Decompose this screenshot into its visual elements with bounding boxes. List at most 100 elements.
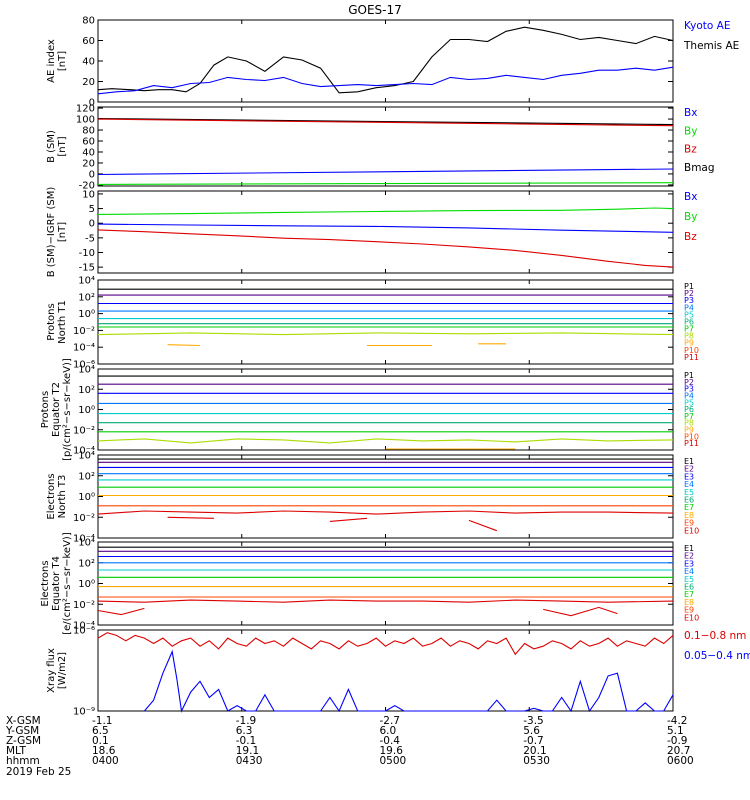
legend-label: P7	[684, 325, 694, 334]
y-tick-label: 100	[76, 115, 95, 126]
series-line	[97, 223, 674, 233]
legend-label: P10	[684, 432, 699, 441]
y-tick-label: 10⁻²	[73, 513, 95, 524]
legend-label: E1	[684, 457, 694, 466]
footer-value: 20.7	[667, 745, 691, 757]
legend-label: E1	[684, 544, 694, 553]
legend-label: P9	[684, 339, 694, 348]
y-tick-label: 10⁻²	[73, 425, 95, 436]
y-axis-label: [nT]	[57, 51, 68, 71]
series-line	[97, 599, 674, 603]
legend-label: E7	[684, 503, 694, 512]
footer-value: -1.9	[235, 715, 257, 727]
y-tick-label: 10²	[78, 471, 95, 482]
legend-label: By	[684, 211, 697, 223]
series-line	[97, 607, 145, 616]
y-axis-label: Equator T2	[51, 382, 62, 437]
series-line	[97, 332, 674, 336]
series-line	[97, 118, 674, 127]
y-tick-label: 10²	[78, 558, 95, 569]
legend-label: E10	[684, 613, 699, 622]
y-tick-label: 20	[82, 77, 95, 88]
legend-label: P6	[684, 317, 694, 326]
y-tick-label: 10⁰	[78, 309, 95, 320]
panel-4: 10⁻⁶ 10⁻⁴ 10⁻² 10⁰ 10² 10⁴ Protons North T1 P1P2…	[46, 276, 699, 371]
legend-label: P11	[684, 439, 699, 448]
y-tick-label: 0	[89, 98, 95, 109]
legend-label: P6	[684, 405, 694, 414]
y-axis-label: B (SM)	[46, 130, 57, 163]
y-tick-label: 0	[89, 219, 95, 230]
y-tick-label: 40	[82, 147, 95, 158]
legend-label: E5	[684, 575, 694, 584]
y-tick-label: -5	[85, 233, 95, 244]
y-axis-label: North T3	[57, 475, 68, 519]
legend-label: P2	[684, 289, 694, 298]
footer-value: -3.5	[523, 715, 544, 727]
y-tick-label: 10⁻⁶	[73, 626, 95, 637]
y-tick-label: 5	[89, 204, 95, 215]
legend-label: Bz	[684, 144, 697, 156]
legend-label: 0.05−0.4 nm	[684, 650, 750, 662]
y-tick-label: 10⁰	[78, 405, 95, 416]
y-tick-label: 80	[82, 16, 95, 27]
y-axis-label: Electrons	[46, 473, 57, 519]
date-label: 2019 Feb 25	[6, 766, 72, 778]
panel-frame	[97, 19, 674, 103]
footer-value: 19.6	[379, 745, 403, 757]
plot-title: GOES-17	[348, 3, 402, 17]
footer-value: 6.5	[92, 725, 109, 737]
series-line	[329, 517, 368, 522]
legend-label: P3	[684, 385, 694, 394]
legend-label: E6	[684, 496, 694, 505]
y-tick-label: 10⁻⁴	[73, 534, 95, 545]
y-axis-label: Equator T4	[51, 556, 62, 611]
legend-label: Bz	[684, 231, 697, 243]
panel-3: -15 -10 -5 0 5 10 B (SM)−IGRF (SM) [nT] Bx By Bz	[46, 187, 697, 278]
series-line	[97, 207, 674, 215]
y-tick-label: 10⁴	[78, 451, 95, 462]
footer-value: 19.1	[235, 745, 260, 757]
y-tick-label: -15	[79, 263, 95, 274]
legend-label: E2	[684, 552, 694, 561]
footer-value: 18.6	[92, 745, 116, 757]
footer-value: 5.1	[667, 725, 684, 737]
legend-label: By	[684, 125, 697, 137]
y-axis-label: [W/m2]	[57, 652, 68, 689]
footer-value: -4.2	[667, 715, 688, 727]
series-line	[97, 229, 674, 268]
legend-label: E3	[684, 559, 694, 568]
footer-value: 6.3	[235, 725, 253, 737]
y-tick-label: 10	[82, 189, 95, 200]
y-tick-label: 20	[82, 158, 95, 169]
y-axis-label: B (SM)−IGRF (SM)	[46, 187, 57, 278]
series-line	[97, 66, 674, 95]
legend-label: P10	[684, 346, 699, 355]
y-tick-label: -20	[79, 180, 95, 191]
legend-label: E9	[684, 606, 694, 615]
legend-label: E8	[684, 598, 694, 607]
y-axis-label: AE index	[46, 39, 57, 83]
panel-1: 0 20 40 60 80 AE index [nT] Kyoto AE Themis AE	[46, 16, 739, 109]
legend-label: E5	[684, 488, 694, 497]
y-tick-label: 10²	[78, 385, 95, 396]
y-tick-label: -10	[79, 248, 95, 259]
y-axis-label: [p/(cm²−s−sr−keV)]	[62, 358, 73, 461]
legend-label: P4	[684, 391, 694, 400]
y-tick-label: 10²	[78, 292, 95, 303]
series-line	[97, 438, 674, 444]
legend-label: P2	[684, 378, 694, 387]
footer-value: 0.1	[92, 735, 109, 747]
panel-frame	[97, 190, 674, 274]
legend-label: E3	[684, 472, 694, 481]
y-tick-label: 10⁻⁶	[73, 360, 95, 371]
panel-7: 10⁻⁴ 10⁻² 10⁰ 10² 10⁴ Electrons Equator T4 [e/(…	[40, 532, 699, 635]
legend-label: E2	[684, 465, 694, 474]
y-axis-label: [e/(cm²−s−sr−keV)]	[62, 532, 73, 635]
series-line	[143, 649, 674, 713]
legend-label: E6	[684, 583, 694, 592]
y-axis-label: [nT]	[57, 136, 68, 156]
legend-label: Bx	[684, 191, 697, 203]
series-line	[97, 182, 674, 185]
